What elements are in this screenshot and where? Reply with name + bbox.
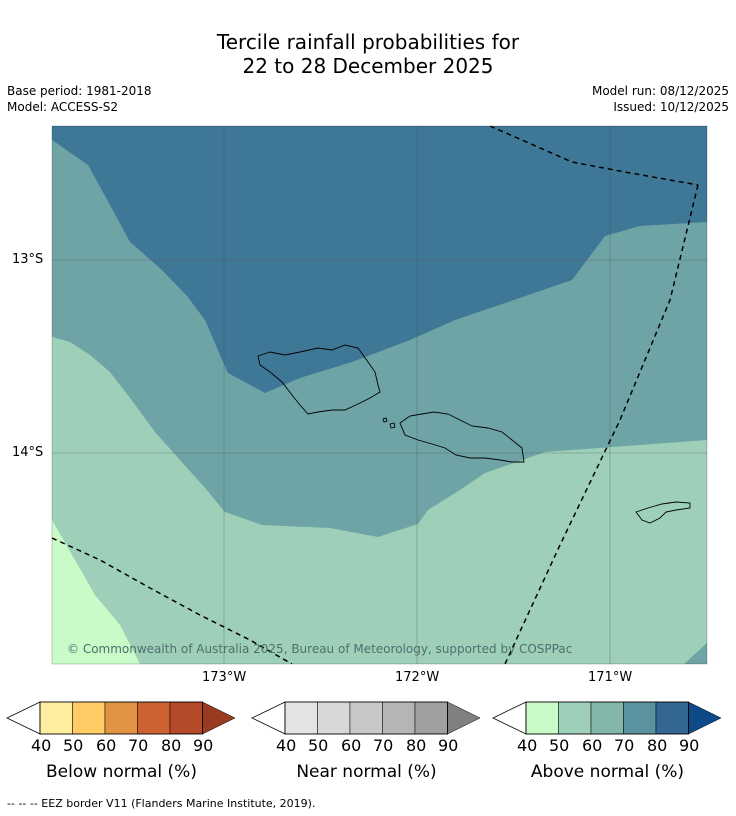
- eez-border-legend: -- -- -- EEZ border V11 (Flanders Marine…: [7, 797, 316, 810]
- colorbar-near-high-arrow: [447, 701, 481, 735]
- page-title: Tercile rainfall probabilities for 22 to…: [0, 30, 736, 78]
- colorbar-below-tick-90: 90: [193, 736, 214, 755]
- manono-island: [382, 417, 388, 423]
- colorbar-above-label: Above normal (%): [530, 762, 685, 782]
- graticule: [52, 126, 707, 664]
- colorbar-below-tick-50: 50: [63, 736, 84, 755]
- colorbar-below-label: Below normal (%): [46, 762, 197, 782]
- colorbar-near-frame: [284, 701, 448, 735]
- colorbar-below-tick-60: 60: [96, 736, 117, 755]
- colorbar-below-bin-3: [104, 701, 138, 735]
- meta-left: Base period: 1981-2018 Model: ACCESS-S2: [7, 83, 152, 115]
- eez-border-north: [489, 126, 699, 186]
- colorbar-above-high-arrow: [688, 701, 722, 735]
- colorbar-above-bin-5: [655, 701, 689, 735]
- colorbar-near-label: Near normal (%): [296, 762, 437, 782]
- colorbar-above-bin-3: [590, 701, 624, 735]
- savaii-coastline: [257, 344, 381, 415]
- colorbar-near-tick-90: 90: [438, 736, 459, 755]
- colorbar-above-bin-1: [525, 701, 559, 735]
- coastlines: [257, 344, 691, 524]
- colorbar-near: [251, 701, 481, 735]
- region-above-70-corner: [684, 643, 707, 664]
- map-frame: [51, 125, 708, 665]
- colorbar-near-bin-3: [349, 701, 383, 735]
- colorbar-below-bin-5: [169, 701, 203, 735]
- colorbar-below-bin-2: [72, 701, 106, 735]
- title-line-1: Tercile rainfall probabilities for: [216, 30, 520, 54]
- colorbar-above-low-arrow: [492, 701, 527, 735]
- lon-label-173w: 173°W: [202, 670, 247, 685]
- colorbar-near-tick-60: 60: [341, 736, 362, 755]
- lon-label-172w: 172°W: [395, 670, 440, 685]
- apolima-island: [389, 422, 396, 429]
- colorbar-below-bin-4: [137, 701, 171, 735]
- colorbar-below-low-arrow: [6, 701, 41, 735]
- colorbar-below-bin-1: [39, 701, 73, 735]
- colorbar-near-tick-80: 80: [406, 736, 427, 755]
- colorbar-near-low-arrow: [251, 701, 286, 735]
- lat-label-13s: 13°S: [12, 252, 44, 267]
- colorbar-above: [492, 701, 722, 735]
- colorbar-near-tick-40: 40: [276, 736, 297, 755]
- lat-label-14s: 14°S: [12, 445, 44, 460]
- colorbar-near-bin-1: [284, 701, 318, 735]
- colorbar-below-tick-80: 80: [161, 736, 182, 755]
- meta-right: Model run: 08/12/2025 Issued: 10/12/2025: [592, 83, 729, 115]
- colorbar-below-frame: [39, 701, 203, 735]
- colorbar-above-tick-90: 90: [679, 736, 700, 755]
- colorbar-above-tick-80: 80: [647, 736, 668, 755]
- probability-map: [52, 126, 707, 664]
- colorbar-below-tick-70: 70: [128, 736, 149, 755]
- colorbar-above-bin-4: [623, 701, 657, 735]
- colorbar-near-bin-2: [317, 701, 351, 735]
- colorbar-above-frame: [525, 701, 689, 735]
- eez-border: [52, 126, 699, 664]
- copyright-notice: © Commonwealth of Australia 2025, Bureau…: [67, 642, 573, 656]
- colorbar-below: [6, 701, 236, 735]
- colorbar-near-bin-4: [382, 701, 416, 735]
- issued-date: Issued: 10/12/2025: [613, 100, 729, 114]
- title-line-2: 22 to 28 December 2025: [242, 54, 494, 78]
- model-run: Model run: 08/12/2025: [591, 84, 729, 98]
- tutuila-coastline: [635, 501, 691, 524]
- colorbar-above-tick-60: 60: [582, 736, 603, 755]
- colorbar-above-tick-40: 40: [517, 736, 538, 755]
- region-above-90: [52, 126, 707, 393]
- colorbar-below-high-arrow: [202, 701, 236, 735]
- eez-border-south: [52, 537, 293, 664]
- colorbar-above-bin-2: [558, 701, 592, 735]
- colorbar-above-tick-50: 50: [549, 736, 570, 755]
- colorbar-near-tick-50: 50: [308, 736, 329, 755]
- colorbar-below-tick-40: 40: [31, 736, 52, 755]
- colorbar-near-bin-5: [414, 701, 448, 735]
- colorbar-near-tick-70: 70: [373, 736, 394, 755]
- upolu-coastline: [399, 411, 525, 463]
- lon-label-171w: 171°W: [588, 670, 633, 685]
- model-name: Model: ACCESS-S2: [7, 100, 119, 114]
- colorbar-above-tick-70: 70: [614, 736, 635, 755]
- base-period: Base period: 1981-2018: [7, 84, 152, 98]
